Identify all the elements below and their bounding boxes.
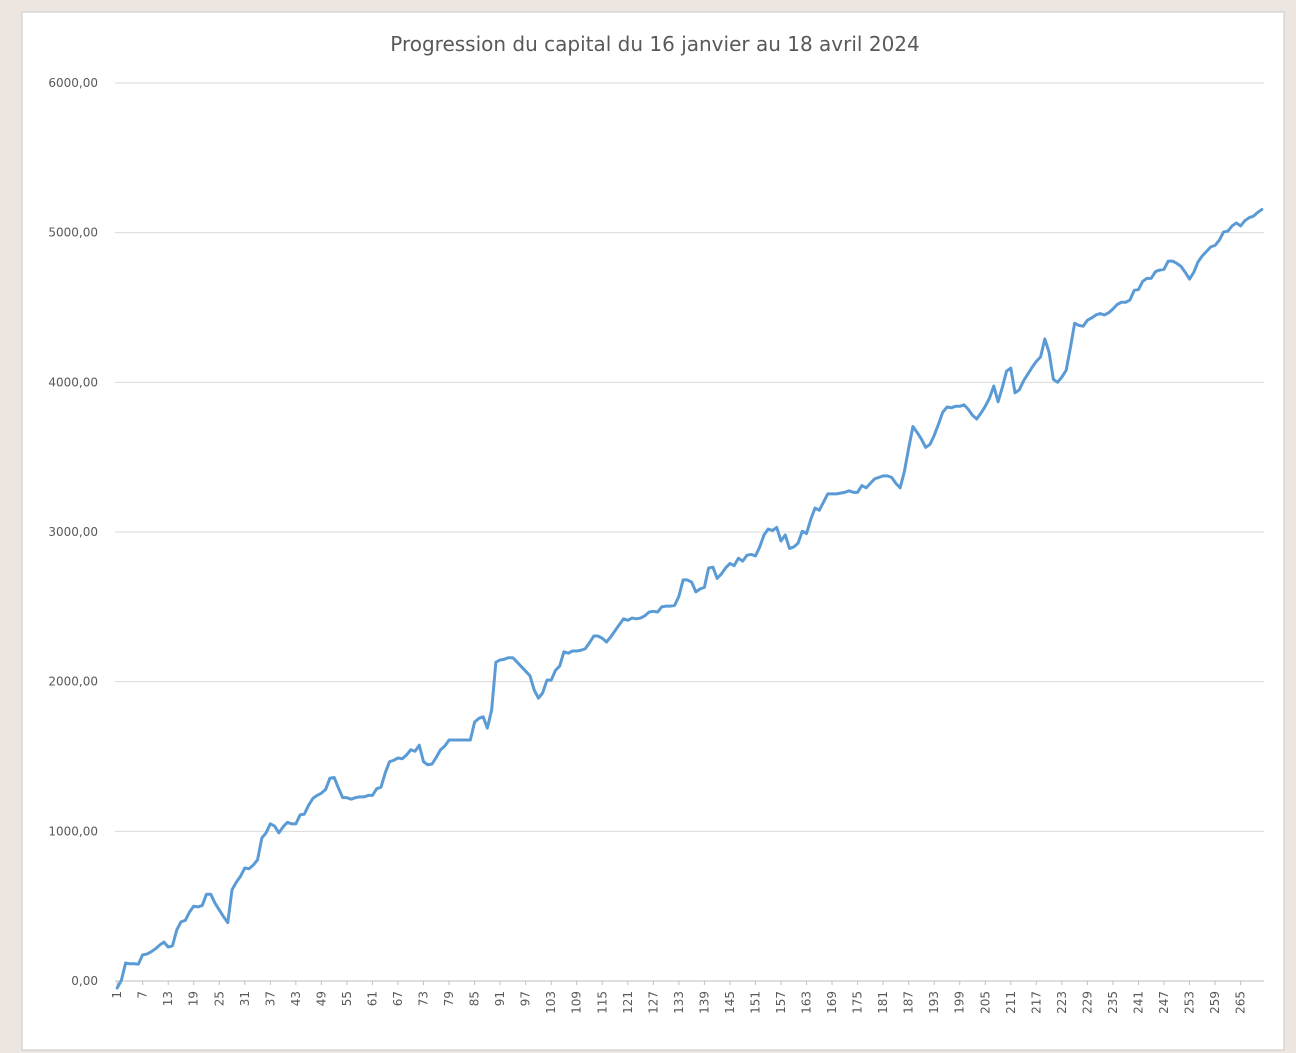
x-tick-label: 31 [238, 991, 252, 1006]
x-tick-label: 133 [672, 991, 686, 1014]
x-tick-label: 103 [544, 991, 558, 1014]
x-tick-label: 157 [774, 991, 788, 1014]
x-tick-label: 265 [1234, 991, 1248, 1014]
x-tick-label: 151 [748, 991, 762, 1014]
x-tick-label: 121 [621, 991, 635, 1014]
x-tick-label: 73 [417, 991, 431, 1006]
x-tick-label: 247 [1157, 991, 1171, 1014]
y-tick-label: 1000,00 [48, 824, 98, 838]
x-tick-label: 229 [1080, 991, 1094, 1014]
x-tick-label: 199 [953, 991, 967, 1014]
x-tick-label: 187 [902, 991, 916, 1014]
x-tick-label: 217 [1029, 991, 1043, 1014]
x-tick-label: 97 [519, 991, 533, 1006]
x-tick-label: 241 [1131, 991, 1145, 1014]
x-tick-label: 211 [1004, 991, 1018, 1014]
x-tick-label: 1 [110, 991, 124, 999]
x-tick-label: 25 [212, 991, 226, 1006]
x-tick-label: 175 [851, 991, 865, 1014]
y-tick-label: 6000,00 [48, 76, 98, 90]
x-tick-label: 115 [595, 991, 609, 1014]
x-tick-label: 223 [1055, 991, 1069, 1014]
x-tick-label: 49 [314, 991, 328, 1006]
x-tick-label: 145 [723, 991, 737, 1014]
chart-title: Progression du capital du 16 janvier au … [390, 32, 920, 56]
x-tick-label: 109 [570, 991, 584, 1014]
x-tick-label: 13 [161, 991, 175, 1006]
y-tick-label: 2000,00 [48, 675, 98, 689]
x-tick-label: 43 [289, 991, 303, 1006]
x-tick-label: 205 [978, 991, 992, 1014]
line [115, 207, 1264, 990]
y-tick-label: 0,00 [71, 974, 98, 988]
x-tick-label: 79 [442, 991, 456, 1006]
x-tick-label: 91 [493, 991, 507, 1006]
x-tick-label: 67 [391, 991, 405, 1006]
x-tick-label: 139 [697, 991, 711, 1014]
x-tick-label: 37 [263, 991, 277, 1006]
x-tick-label: 85 [468, 991, 482, 1006]
x-tick-label: 181 [876, 991, 890, 1014]
x-tick-label: 169 [825, 991, 839, 1014]
y-tick-label: 4000,00 [48, 375, 98, 389]
x-tick-label: 127 [646, 991, 660, 1014]
x-tick-label: 259 [1208, 991, 1222, 1014]
x-tick-label: 61 [365, 991, 379, 1006]
x-tick-label: 235 [1106, 991, 1120, 1014]
y-tick-label: 3000,00 [48, 525, 98, 539]
x-tick-label: 253 [1183, 991, 1197, 1014]
y-tick-label: 5000,00 [48, 226, 98, 240]
x-tick-label: 163 [800, 991, 814, 1014]
x-tick-label: 193 [927, 991, 941, 1014]
x-tick-label: 7 [136, 991, 150, 999]
x-tick-label: 19 [187, 991, 201, 1006]
x-tick-label: 55 [340, 991, 354, 1006]
chart-area [21, 11, 1285, 1051]
